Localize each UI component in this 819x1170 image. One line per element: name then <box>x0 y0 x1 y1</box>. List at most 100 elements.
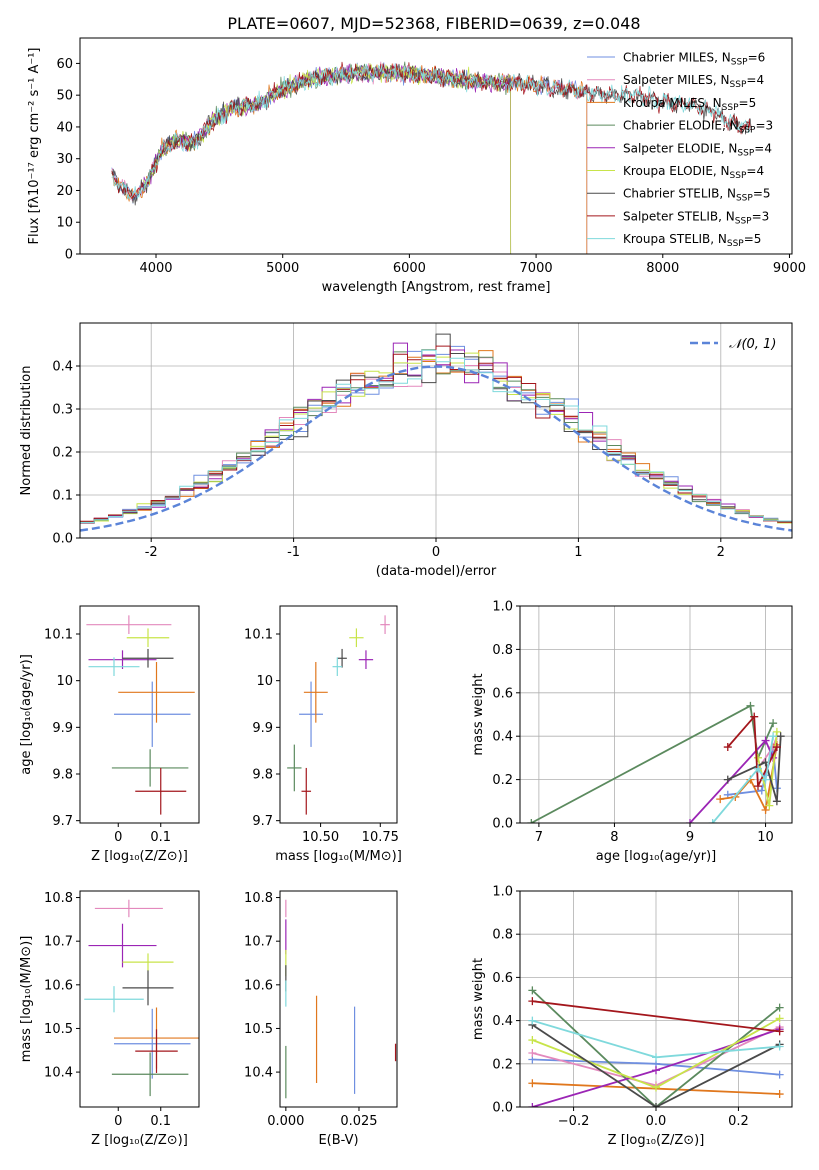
weight-line <box>531 1024 781 1107</box>
weight-marker <box>528 1016 537 1025</box>
weight-marker <box>746 701 755 710</box>
y-tick-label: 0.1 <box>52 489 73 504</box>
legend-entry: Salpeter MILES, NSSP=4 <box>623 73 764 90</box>
chart-age-vs-mass: 10.50 10.75 9.7 9.8 9.9 10 10.1 mass [log₁₀(M/M… <box>244 605 402 864</box>
weight-marker <box>528 1079 537 1088</box>
x-axis-label: age [log₁₀(age/yr)] <box>596 849 717 864</box>
weight-marker <box>769 732 778 741</box>
spectrum-line <box>111 61 752 199</box>
x-tick-label: 7000 <box>520 261 553 276</box>
legend-entry: Kroupa ELODIE, NSSP=4 <box>623 164 764 181</box>
weight-marker <box>776 732 785 741</box>
y-tick-label: 10.5 <box>44 1022 73 1037</box>
weight-marker <box>750 712 759 721</box>
chart-residuals: -2 -1 0 1 2 0.0 0.1 0.2 0.3 0.4 (data-model)/error… <box>19 322 793 579</box>
y-tick-label: 20 <box>56 184 73 199</box>
x-tick-label: 9000 <box>773 261 806 276</box>
legend-entry: Salpeter STELIB, NSSP=3 <box>623 209 769 226</box>
legend-nssp: =3 <box>755 119 773 133</box>
normal-curve <box>80 365 792 532</box>
legend-nssp: =5 <box>744 232 762 246</box>
y-tick-label: 9.8 <box>252 768 273 783</box>
plot-area <box>111 61 752 254</box>
legend-nssp: =4 <box>746 164 764 178</box>
weight-marker <box>686 819 694 823</box>
weight-marker <box>754 764 762 773</box>
legend-subscript: SSP <box>731 58 748 68</box>
y-tick-label: 10.6 <box>44 978 73 993</box>
y-tick-label: 0.4 <box>492 730 513 745</box>
x-tick-label: 8 <box>610 830 618 845</box>
x-axis-label: Z [log₁₀(Z/Z⊙)] <box>91 849 188 864</box>
weight-marker <box>528 997 537 1006</box>
legend-label: Kroupa MILES, N <box>623 96 722 110</box>
y-axis-label: Flux [fλ10⁻¹⁷ erg cm⁻² s⁻¹ A⁻¹] <box>27 48 42 245</box>
legend-entry: Chabrier ELODIE, NSSP=3 <box>623 119 773 136</box>
legend-subscript: SSP <box>730 80 747 90</box>
weight-marker <box>528 1036 537 1045</box>
weight-line <box>530 704 774 823</box>
y-tick-label: 1.0 <box>492 600 513 615</box>
plot-area <box>285 899 397 1099</box>
legend-nssp: =6 <box>748 51 766 65</box>
weight-marker <box>757 786 766 795</box>
y-tick-label: 0 <box>65 248 73 263</box>
legend-label: Kroupa ELODIE, N <box>623 164 730 178</box>
legend-label: Chabrier STELIB, N <box>623 187 736 201</box>
weight-line <box>712 736 774 823</box>
legend-nssp: =4 <box>746 73 764 87</box>
x-axis-label: mass [log₁₀(M/M⊙)] <box>275 849 402 864</box>
weight-marker <box>528 1049 537 1057</box>
y-axis-label: Normed distribution <box>19 366 34 496</box>
legend-subscript: SSP <box>722 103 739 113</box>
legend-nssp: =4 <box>754 141 772 155</box>
x-tick-label: 10.50 <box>302 830 339 845</box>
chart-mass-vs-Z: 0 0.1 10.4 10.5 10.6 10.7 10.8 Z [log₁₀(Z/Z⊙)] m… <box>19 890 200 1148</box>
y-axis-label: age [log₁₀(age/yr)] <box>19 654 34 775</box>
y-tick-label: 10.4 <box>244 1066 273 1081</box>
x-axis-label: wavelength [Angstrom, rest frame] <box>322 280 551 295</box>
legend-nssp: =5 <box>739 96 757 110</box>
y-tick-label: 10.8 <box>244 891 273 906</box>
axes-frame <box>519 605 793 824</box>
x-tick-label: 7 <box>535 830 543 845</box>
x-tick-label: 2 <box>717 545 725 560</box>
y-tick-label: 0.4 <box>492 1014 513 1029</box>
x-axis-label: Z [log₁₀(Z/Z⊙)] <box>608 1133 705 1148</box>
axes-frame <box>519 890 793 1108</box>
x-axis-label: (data-model)/error <box>376 564 497 579</box>
weight-marker <box>775 1042 784 1051</box>
y-axis-label: mass weight <box>471 673 486 755</box>
legend-subscript: SSP <box>739 126 756 136</box>
legend-entry: Chabrier STELIB, NSSP=5 <box>623 187 771 204</box>
y-tick-label: 10 <box>56 216 73 231</box>
y-tick-label: 0.0 <box>492 1101 513 1116</box>
weight-marker <box>754 782 762 791</box>
legend-nssp: =3 <box>752 209 770 223</box>
weight-marker <box>775 1027 784 1036</box>
weight-marker <box>716 795 725 804</box>
spectrum-line <box>111 62 588 254</box>
legend-entry: Kroupa MILES, NSSP=5 <box>623 96 756 113</box>
axes-frame <box>279 605 398 824</box>
x-tick-label: 4000 <box>139 261 172 276</box>
y-tick-label: 40 <box>56 120 73 135</box>
weight-marker <box>652 1066 660 1075</box>
weight-marker <box>761 775 770 784</box>
plot-area <box>86 615 195 815</box>
chart-spectrum: 4000 5000 6000 7000 8000 9000 0 10 20 30 40 50 60 wav… <box>27 37 806 295</box>
y-tick-label: 10 <box>56 674 73 689</box>
x-tick-label: 0 <box>432 545 440 560</box>
x-tick-label: 0 <box>114 830 122 845</box>
weight-marker <box>652 1053 660 1062</box>
x-tick-label: 8000 <box>646 261 679 276</box>
axes-frame <box>279 890 398 1108</box>
x-tick-label: 0.0 <box>646 1114 667 1129</box>
spectrum-line <box>142 61 512 254</box>
weight-marker <box>528 1103 537 1107</box>
y-tick-label: 0.4 <box>52 360 73 375</box>
x-tick-label: 1 <box>574 545 582 560</box>
legend-label: Salpeter STELIB, N <box>623 209 735 223</box>
y-tick-label: 9.9 <box>52 721 73 736</box>
legend-subscript: SSP <box>737 148 754 158</box>
